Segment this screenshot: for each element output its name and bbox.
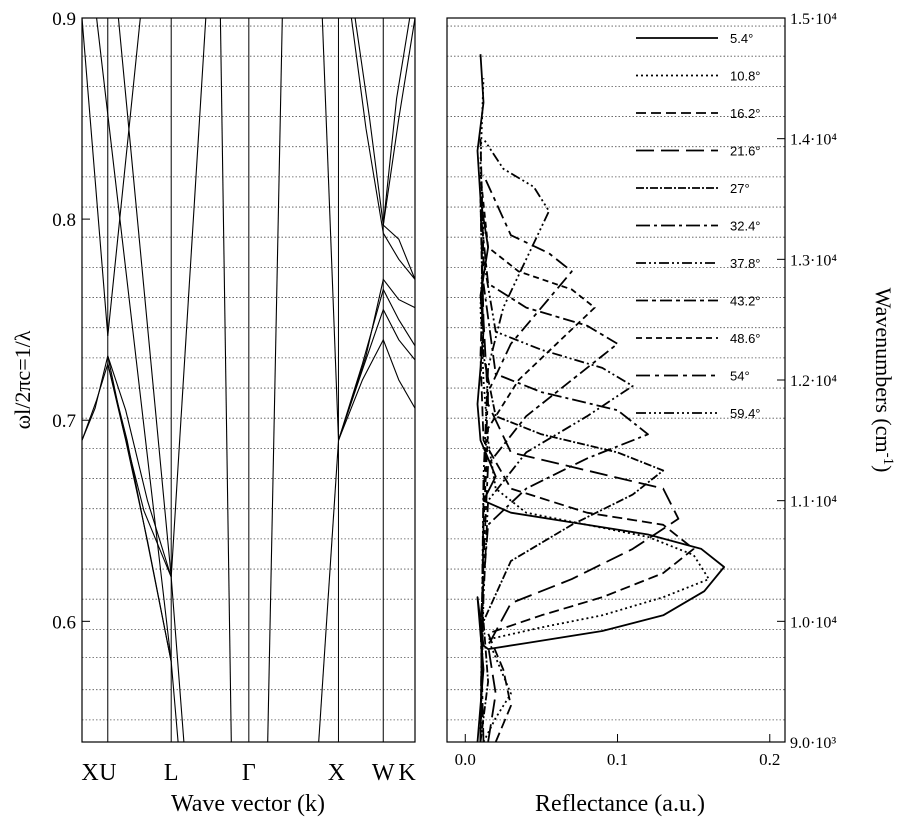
reflectance-curve-9 bbox=[479, 174, 573, 742]
reflectance-curves bbox=[476, 54, 725, 742]
band-16 bbox=[337, 288, 415, 441]
band-21 bbox=[382, 18, 411, 226]
band-19 bbox=[354, 18, 415, 280]
y-tick-label-5: 1.4·10⁴ bbox=[790, 132, 837, 149]
band-2 bbox=[117, 18, 172, 578]
reference-lines bbox=[447, 25, 785, 721]
band-12 bbox=[321, 18, 340, 441]
band-structure-frame bbox=[81, 17, 416, 743]
x-tick-label-3: Γ bbox=[242, 760, 256, 786]
band-18 bbox=[350, 18, 415, 280]
legend-label-8: 48.6° bbox=[730, 331, 761, 346]
band-0 bbox=[82, 18, 109, 336]
x-tick-label-6: K bbox=[398, 760, 416, 786]
band-20 bbox=[382, 18, 415, 226]
y-tick-label-2: 0.8 bbox=[52, 210, 76, 231]
legend-label-10: 59.4° bbox=[730, 406, 761, 421]
y-tick-label-4: 1.3·10⁴ bbox=[790, 252, 837, 269]
band-8 bbox=[82, 18, 172, 662]
reflectance-curve-1 bbox=[479, 78, 710, 742]
band-1 bbox=[107, 18, 141, 336]
reflectance-panel: 0.0 0.1 0.2 9.0·10³ 1.0·10⁴ 1.1·10⁴ 1.2·10⁴ 1.… bbox=[446, 11, 896, 817]
band-7 bbox=[107, 363, 179, 742]
reference-lines bbox=[82, 25, 415, 721]
y-tick-label-1: 0.7 bbox=[52, 411, 76, 432]
x-tick-label-1: 0.1 bbox=[607, 750, 628, 769]
legend-label-3: 21.6° bbox=[730, 144, 761, 159]
x-tick-label-1: U bbox=[99, 760, 116, 786]
band-6 bbox=[107, 355, 185, 742]
band-17 bbox=[337, 278, 415, 441]
legend-label-5: 32.4° bbox=[730, 219, 761, 234]
reflectance-curve-7 bbox=[479, 211, 619, 742]
y-tick-label-1: 1.0·10⁴ bbox=[790, 614, 837, 631]
x-tick-label-0: X bbox=[81, 760, 98, 786]
band-10 bbox=[219, 18, 232, 742]
reflectance-curve-6 bbox=[479, 259, 634, 742]
symmetry-point-lines bbox=[107, 18, 384, 742]
legend-label-4: 27° bbox=[730, 181, 750, 196]
x-axis-label: Reflectance (a.u.) bbox=[535, 791, 705, 817]
x-tick-label-4: X bbox=[328, 760, 345, 786]
reflectance-curve-4 bbox=[479, 198, 665, 742]
band-13 bbox=[318, 440, 340, 742]
y-axis-label: Wavenumbers (cm-1) bbox=[871, 288, 896, 473]
x-tick-label-5: W bbox=[372, 760, 395, 786]
reflectance-curve-5 bbox=[479, 283, 649, 742]
reflectance-curve-8 bbox=[479, 174, 596, 742]
y-tick-label-3: 0.9 bbox=[52, 9, 76, 30]
band-lines bbox=[82, 18, 415, 742]
legend-label-7: 43.2° bbox=[730, 294, 761, 309]
y-tick-labels: 9.0·10³ 1.0·10⁴ 1.1·10⁴ 1.2·10⁴ 1.3·10⁴ 1.4·1… bbox=[777, 11, 837, 752]
y-axis-label: ωl/2πc=1/λ bbox=[10, 330, 35, 429]
y-tick-label-6: 1.5·10⁴ bbox=[790, 11, 837, 28]
band-14 bbox=[337, 338, 415, 441]
x-tick-labels: 0.0 0.1 0.2 bbox=[455, 734, 780, 769]
legend: 5.4° 10.8° 16.2° 21.6° 27° 32.4° 37.8° 43.2° 48.… bbox=[636, 31, 761, 421]
band-15 bbox=[337, 308, 415, 441]
legend-label-2: 16.2° bbox=[730, 106, 761, 121]
y-tick-label-3: 1.2·10⁴ bbox=[790, 373, 837, 390]
legend-label-0: 5.4° bbox=[730, 31, 753, 46]
x-tick-label-2: 0.2 bbox=[759, 750, 780, 769]
reflectance-curve-0 bbox=[476, 54, 725, 742]
band-11 bbox=[267, 18, 283, 742]
band-3 bbox=[170, 18, 207, 578]
legend-label-9: 54° bbox=[730, 369, 750, 384]
x-tick-label-0: 0.0 bbox=[455, 750, 476, 769]
x-axis-label: Wave vector (k) bbox=[171, 791, 325, 817]
legend-label-1: 10.8° bbox=[730, 69, 761, 84]
y-tick-label-0: 0.6 bbox=[52, 612, 76, 633]
reflectance-curve-10 bbox=[479, 138, 550, 742]
y-tick-label-2: 1.1·10⁴ bbox=[790, 494, 837, 511]
reflectance-curve-2 bbox=[479, 138, 695, 742]
x-tick-label-2: L bbox=[164, 760, 179, 786]
y-tick-label-0: 9.0·10³ bbox=[790, 735, 836, 752]
reflectance-curve-3 bbox=[479, 198, 680, 742]
legend-label-6: 37.8° bbox=[730, 256, 761, 271]
y-tick-labels: 0.6 0.7 0.8 0.9 bbox=[52, 9, 90, 633]
